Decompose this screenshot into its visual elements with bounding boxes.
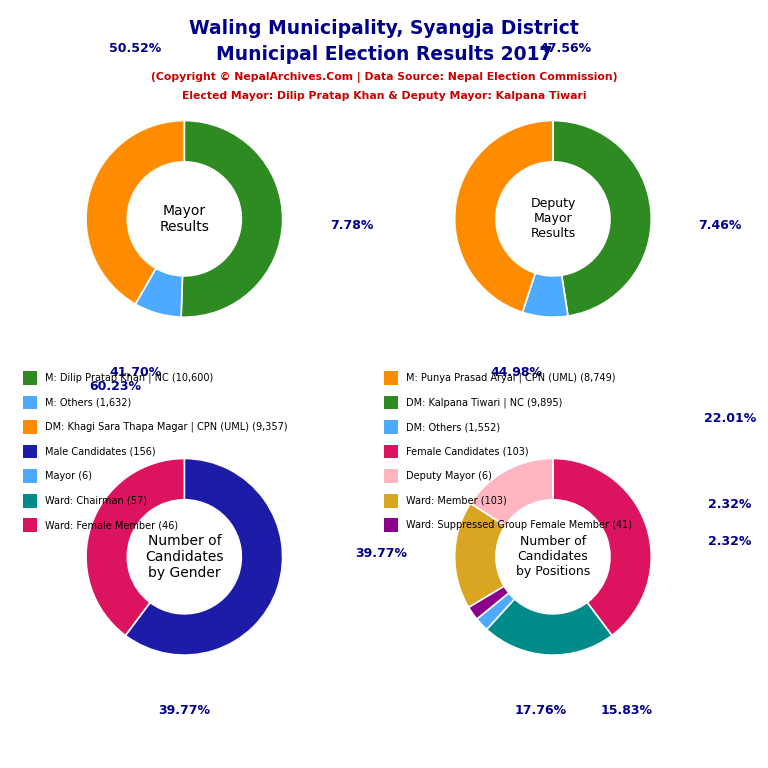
Text: 44.98%: 44.98%: [490, 366, 542, 379]
Wedge shape: [125, 458, 283, 655]
Wedge shape: [468, 586, 509, 619]
Text: M: Dilip Pratap Khan | NC (10,600): M: Dilip Pratap Khan | NC (10,600): [45, 372, 213, 383]
Text: Mayor (6): Mayor (6): [45, 471, 91, 482]
Text: 2.32%: 2.32%: [708, 498, 752, 511]
Wedge shape: [86, 121, 184, 304]
Wedge shape: [455, 121, 553, 313]
Text: DM: Khagi Sara Thapa Magar | CPN (UML) (9,357): DM: Khagi Sara Thapa Magar | CPN (UML) (…: [45, 422, 287, 432]
Text: 22.01%: 22.01%: [703, 412, 756, 425]
Text: 15.83%: 15.83%: [601, 704, 653, 717]
Text: DM: Others (1,552): DM: Others (1,552): [406, 422, 500, 432]
Wedge shape: [477, 593, 515, 630]
Text: Number of
Candidates
by Positions: Number of Candidates by Positions: [516, 535, 590, 578]
Text: Deputy Mayor (6): Deputy Mayor (6): [406, 471, 492, 482]
Wedge shape: [487, 599, 612, 655]
Wedge shape: [86, 458, 184, 635]
Text: 17.76%: 17.76%: [515, 704, 567, 717]
Text: Female Candidates (103): Female Candidates (103): [406, 446, 528, 457]
Wedge shape: [522, 273, 568, 317]
Wedge shape: [471, 458, 553, 526]
Text: 39.77%: 39.77%: [355, 547, 407, 560]
Text: 7.78%: 7.78%: [329, 219, 373, 232]
Wedge shape: [553, 121, 651, 316]
Text: 41.70%: 41.70%: [109, 366, 161, 379]
Text: 47.56%: 47.56%: [539, 41, 591, 55]
Wedge shape: [135, 268, 183, 317]
Text: 50.52%: 50.52%: [109, 41, 161, 55]
Text: Ward: Suppressed Group Female Member (41): Ward: Suppressed Group Female Member (41…: [406, 520, 631, 531]
Text: (Copyright © NepalArchives.Com | Data Source: Nepal Election Commission): (Copyright © NepalArchives.Com | Data So…: [151, 71, 617, 82]
Text: 60.23%: 60.23%: [90, 379, 141, 392]
Text: Elected Mayor: Dilip Pratap Khan & Deputy Mayor: Kalpana Tiwari: Elected Mayor: Dilip Pratap Khan & Deput…: [182, 91, 586, 101]
Text: Municipal Election Results 2017: Municipal Election Results 2017: [216, 45, 552, 64]
Text: Mayor
Results: Mayor Results: [160, 204, 209, 234]
Text: Ward: Member (103): Ward: Member (103): [406, 495, 506, 506]
Text: 39.77%: 39.77%: [158, 704, 210, 717]
Text: Ward: Female Member (46): Ward: Female Member (46): [45, 520, 177, 531]
Text: DM: Kalpana Tiwari | NC (9,895): DM: Kalpana Tiwari | NC (9,895): [406, 397, 562, 408]
Text: 2.32%: 2.32%: [708, 535, 752, 548]
Wedge shape: [455, 503, 505, 607]
Wedge shape: [181, 121, 283, 317]
Text: M: Others (1,632): M: Others (1,632): [45, 397, 131, 408]
Text: Deputy
Mayor
Results: Deputy Mayor Results: [530, 197, 576, 240]
Text: Male Candidates (156): Male Candidates (156): [45, 446, 155, 457]
Text: M: Punya Prasad Aryal | CPN (UML) (8,749): M: Punya Prasad Aryal | CPN (UML) (8,749…: [406, 372, 615, 383]
Text: Ward: Chairman (57): Ward: Chairman (57): [45, 495, 147, 506]
Text: Waling Municipality, Syangja District: Waling Municipality, Syangja District: [189, 19, 579, 38]
Wedge shape: [553, 458, 651, 635]
Text: 7.46%: 7.46%: [698, 219, 742, 232]
Text: Number of
Candidates
by Gender: Number of Candidates by Gender: [145, 534, 223, 580]
